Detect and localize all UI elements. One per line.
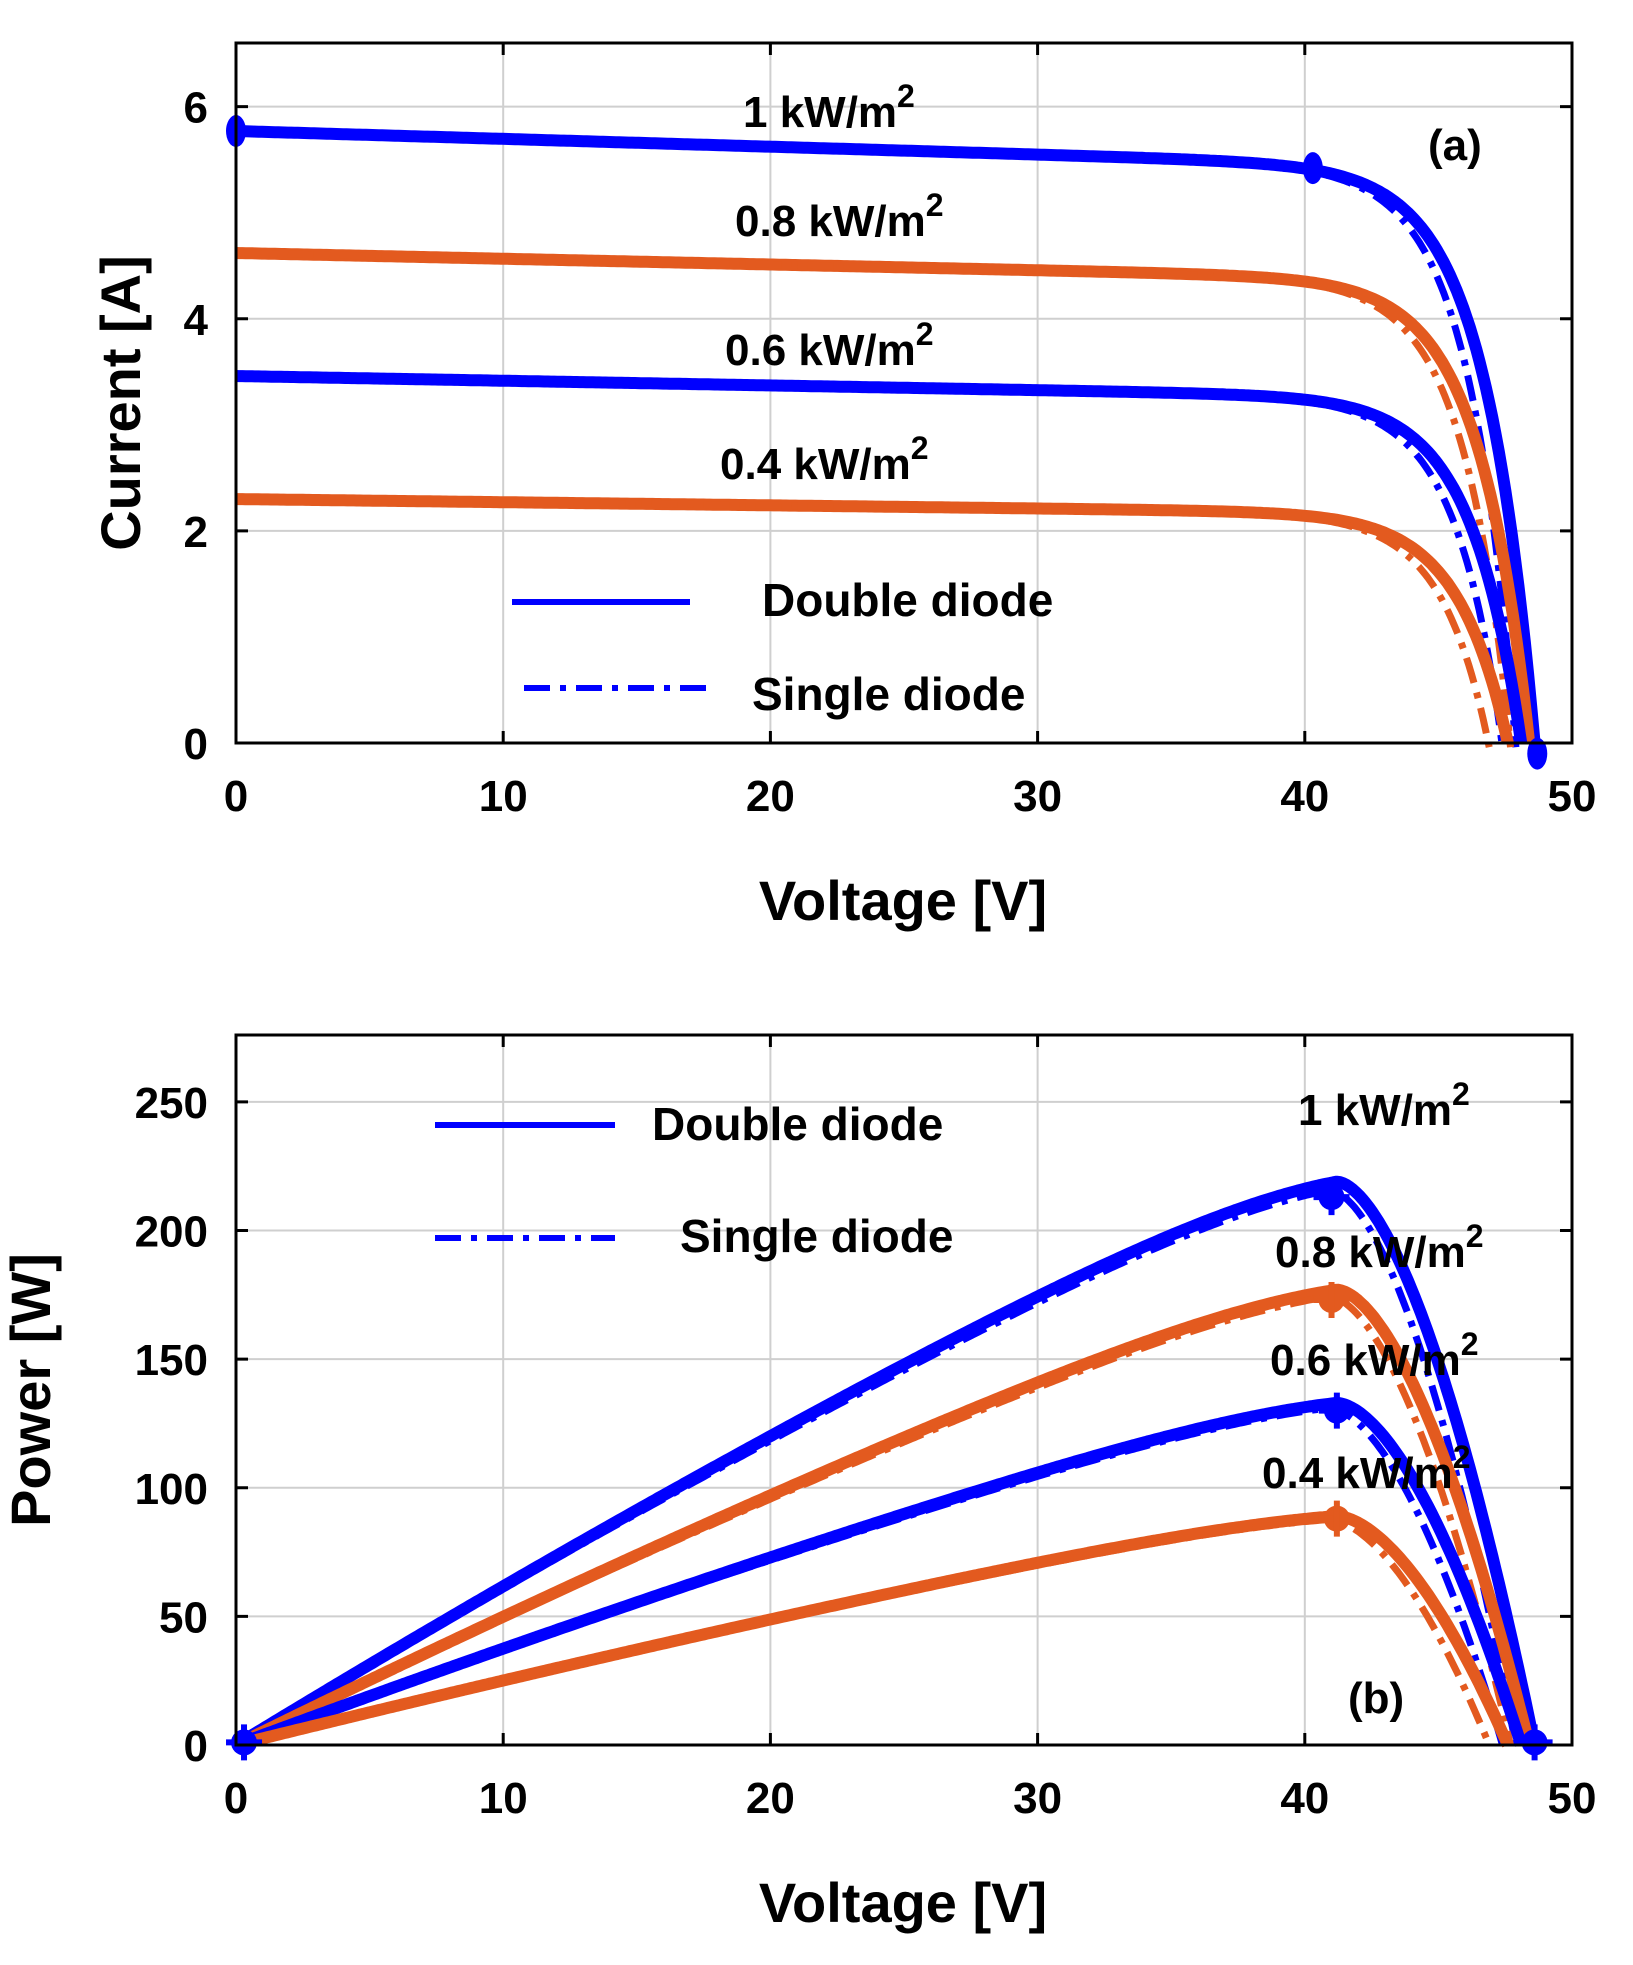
- pv-series-double-0: [232, 1175, 1541, 1751]
- iv-label-0.6kw: 0.6 kW/m2: [725, 316, 934, 375]
- pv-y-tick-label: 200: [135, 1208, 208, 1257]
- iv-y-tick-label: 0: [184, 720, 208, 769]
- iv-series-single-3: [236, 495, 1493, 748]
- iv-series-single-1: [235, 249, 1514, 748]
- iv-x-tick-label: 30: [1013, 772, 1062, 821]
- iv-ticks: 0 10 20 30 40 50 0 2 4 6: [184, 43, 1597, 821]
- pv-x-tick-label: 10: [479, 1774, 528, 1823]
- iv-label-0.4kw: 0.4 kW/m2: [720, 430, 929, 489]
- pv-label-1kw: 1 kW/m2: [1298, 1076, 1470, 1135]
- pv-marker: [1313, 1281, 1350, 1318]
- pv-y-axis-label: Power [W]: [0, 1253, 62, 1527]
- pv-series-single-1: [234, 1293, 1514, 1749]
- pv-plot-frame: [234, 1033, 1574, 1747]
- iv-y-tick-label: 6: [184, 84, 208, 133]
- pv-x-tick-label: 50: [1548, 1774, 1597, 1823]
- pv-series-single-0: [234, 1186, 1520, 1749]
- pv-ticks: 0 10 20 30 40 50 0 50 100 150 200 250: [135, 1035, 1597, 1823]
- iv-chart: 0 10 20 30 40 50 0 2 4 6 1 kW/m2 0.8 kW/m2 0.6 kW…: [89, 41, 1597, 932]
- pv-x-tick-label: 30: [1013, 1774, 1062, 1823]
- pv-x-tick-label: 20: [746, 1774, 795, 1823]
- pv-markers: [226, 1179, 1553, 1761]
- pv-y-tick-label: 0: [184, 1722, 208, 1771]
- pv-y-tick-label: 100: [135, 1465, 208, 1514]
- iv-marker: [1527, 737, 1548, 770]
- iv-y-tick-label: 2: [184, 508, 208, 557]
- iv-x-tick-label: 40: [1280, 772, 1329, 821]
- pv-x-axis-label: Voltage [V]: [759, 1871, 1047, 1934]
- pv-x-tick-label: 40: [1280, 1774, 1329, 1823]
- pv-y-tick-label: 150: [135, 1336, 208, 1385]
- pv-legend-single: Single diode: [680, 1210, 953, 1262]
- pv-series-single-3: [235, 1515, 1493, 1749]
- pv-chart: 0 10 20 30 40 50 0 50 100 150 200 250 1 kW/m2 0.8 k…: [0, 1033, 1597, 1934]
- pv-marker: [1313, 1179, 1350, 1216]
- iv-legend-double: Double diode: [762, 574, 1053, 626]
- pv-marker: [1318, 1392, 1355, 1429]
- iv-legend: Double diode Single diode: [512, 574, 1053, 720]
- iv-marker: [1302, 152, 1323, 185]
- pv-label-0.8kw: 0.8 kW/m2: [1275, 1218, 1484, 1277]
- pv-label-0.4kw: 0.4 kW/m2: [1262, 1439, 1471, 1498]
- pv-label-0.6kw: 0.6 kW/m2: [1270, 1326, 1479, 1385]
- pv-legend: Double diode Single diode: [435, 1098, 953, 1262]
- iv-x-tick-label: 50: [1548, 772, 1597, 821]
- pv-series-group: [232, 1175, 1541, 1751]
- pv-x-tick-label: 0: [224, 1774, 248, 1823]
- iv-x-tick-label: 20: [746, 772, 795, 821]
- pv-marker: [1318, 1500, 1355, 1537]
- iv-series-group: [233, 125, 1541, 748]
- pv-y-tick-label: 50: [159, 1593, 208, 1642]
- iv-x-axis-label: Voltage [V]: [759, 869, 1047, 932]
- iv-label-0.8kw: 0.8 kW/m2: [735, 187, 944, 246]
- iv-x-tick-label: 10: [479, 772, 528, 821]
- pv-marker: [226, 1724, 263, 1761]
- iv-x-tick-label: 0: [224, 772, 248, 821]
- iv-y-tick-label: 4: [184, 296, 209, 345]
- iv-legend-single: Single diode: [752, 668, 1025, 720]
- iv-series-single-2: [235, 372, 1506, 748]
- iv-panel-tag: (a): [1428, 121, 1482, 170]
- iv-label-1kw: 1 kW/m2: [743, 78, 915, 137]
- pv-series-single-2: [234, 1404, 1506, 1749]
- pv-panel-tag: (b): [1348, 1674, 1404, 1723]
- iv-plot-frame: [234, 41, 1574, 745]
- pv-legend-double: Double diode: [652, 1098, 943, 1150]
- pv-series-double-1: [233, 1283, 1536, 1751]
- pv-marker: [1516, 1724, 1553, 1761]
- pv-y-tick-label: 250: [135, 1079, 208, 1128]
- iv-y-axis-label: Current [A]: [89, 255, 152, 551]
- pv-grid: [236, 1035, 1572, 1745]
